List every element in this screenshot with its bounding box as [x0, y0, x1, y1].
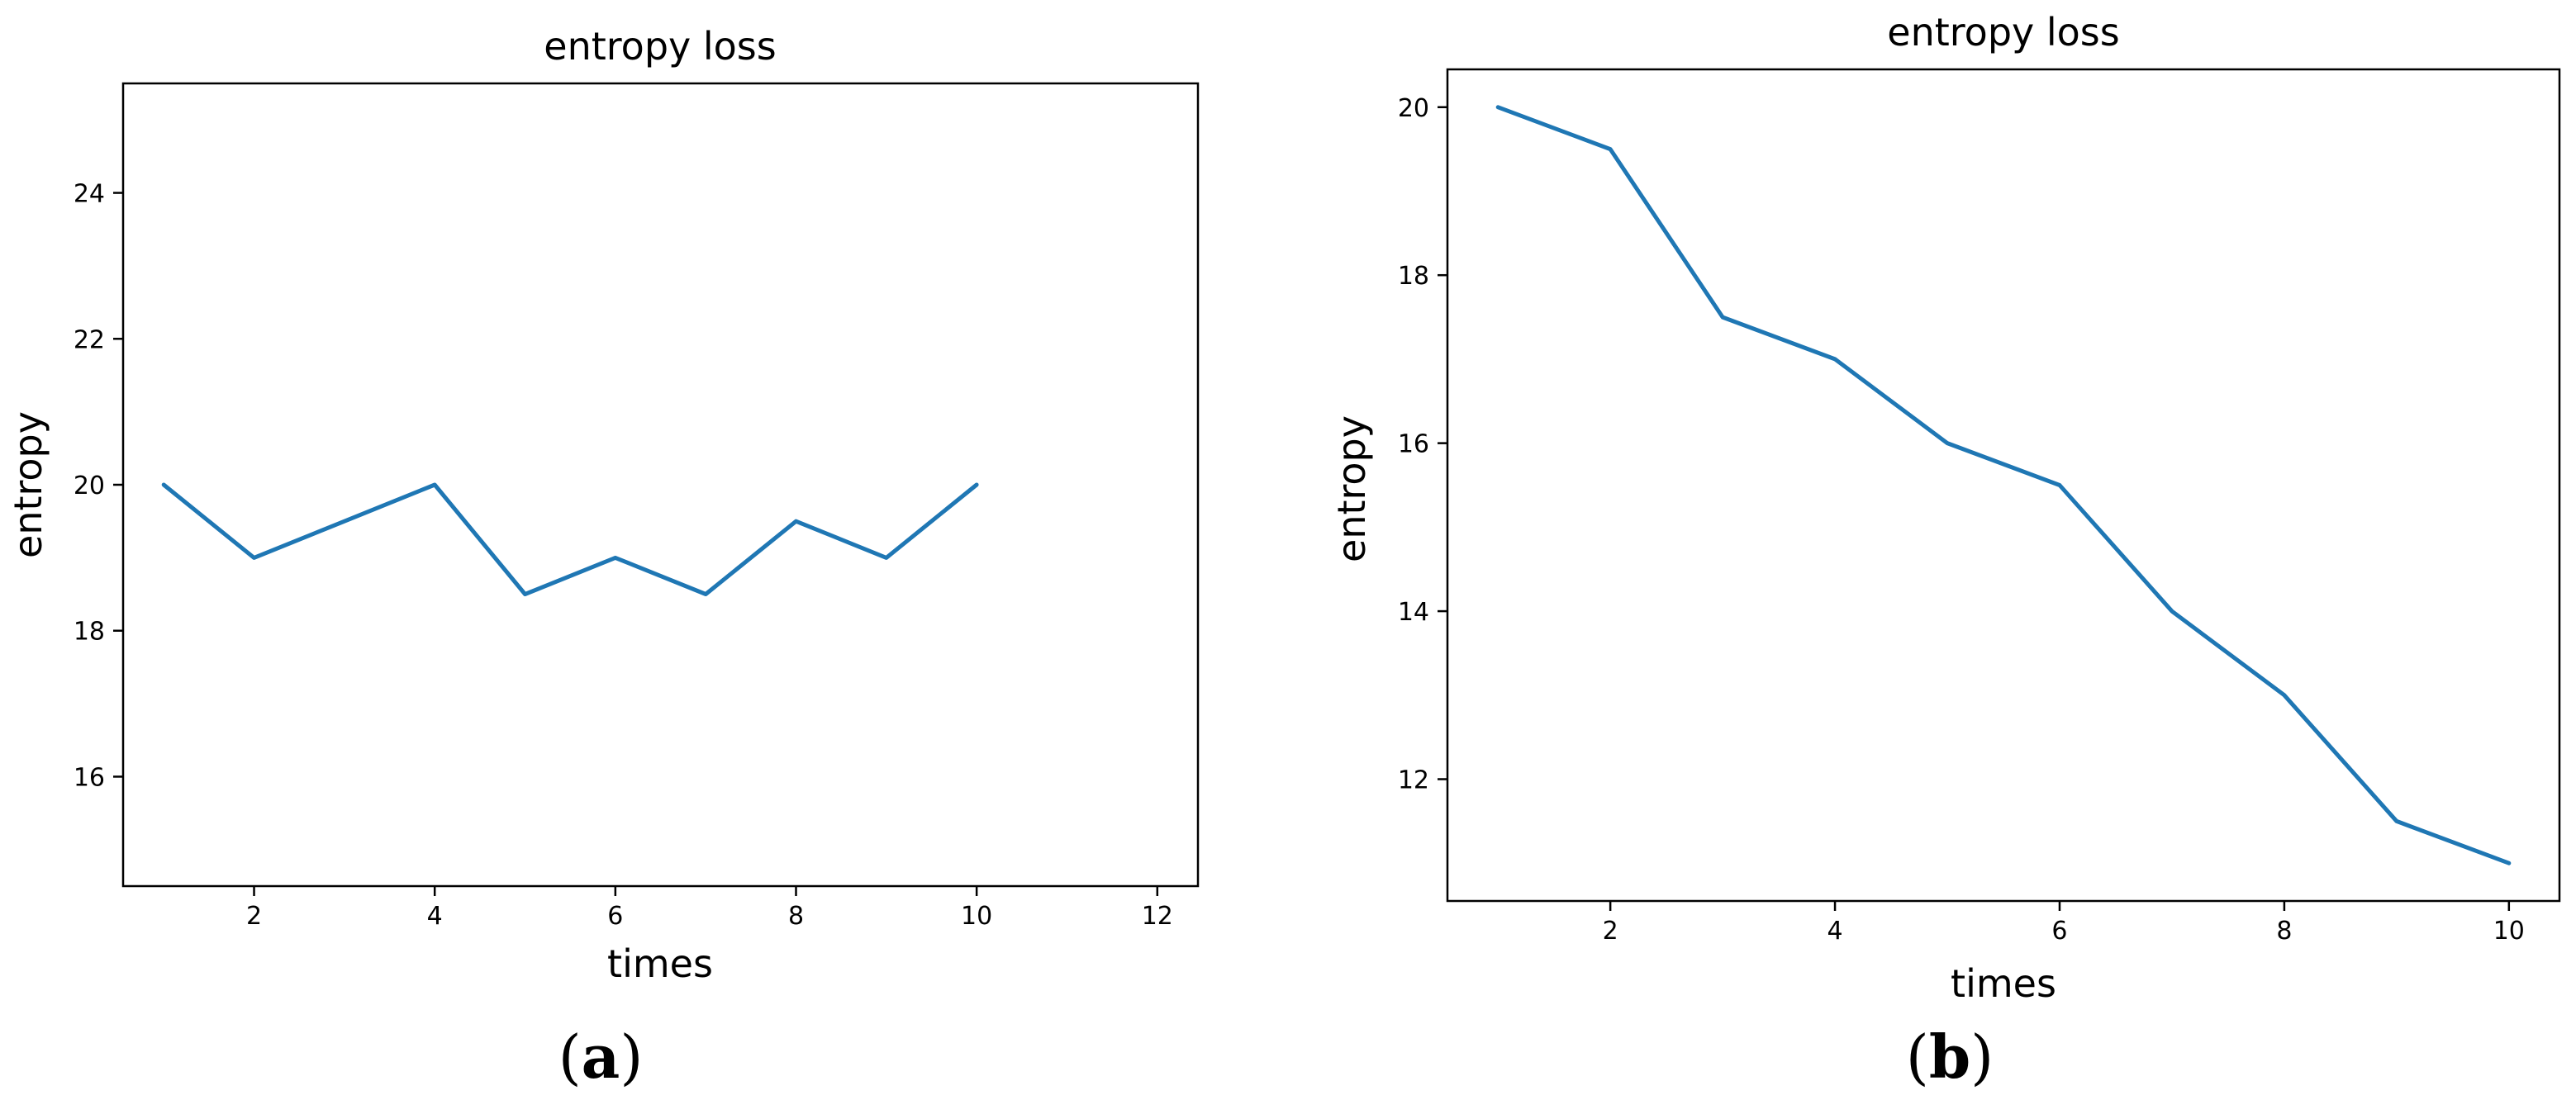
y-tick-label: 12 — [1398, 766, 1429, 795]
y-tick-label: 20 — [74, 472, 105, 500]
chart-panel-b: entropy loss 12 14 16 18 20 2 4 6 8 10 times ent… — [1329, 10, 2561, 1092]
y-tick-label: 16 — [74, 763, 105, 792]
y-tick-label: 18 — [74, 618, 105, 647]
y-axis-label-b: entropy — [1329, 415, 1374, 562]
y-tick-labels-a: 16 18 20 22 24 — [74, 180, 105, 793]
panel-letter-b: b — [1929, 1022, 1970, 1092]
x-tick-label: 6 — [607, 902, 623, 931]
y-axis-label-a: entropy — [6, 411, 50, 558]
panel-label-b: (b) — [1906, 1022, 1994, 1092]
y-tick-label: 20 — [1398, 94, 1429, 123]
panel-label-a: (a) — [558, 1022, 644, 1092]
y-tick-label: 18 — [1398, 262, 1429, 291]
x-tick-marks-b — [1609, 901, 2511, 911]
x-axis-label-b: times — [1951, 961, 2056, 1006]
y-tick-marks-b — [1438, 106, 1447, 780]
x-tick-label: 8 — [788, 902, 804, 931]
x-tick-label: 4 — [1827, 917, 1843, 946]
x-tick-label: 10 — [961, 902, 992, 931]
y-tick-marks-a — [113, 192, 123, 778]
x-tick-label: 8 — [2276, 917, 2292, 946]
plot-frame-b — [1446, 68, 2561, 903]
y-tick-label: 22 — [74, 325, 105, 354]
panel-letter-a: a — [582, 1022, 620, 1092]
x-tick-marks-a — [253, 886, 1159, 896]
chart-title-a: entropy loss — [544, 24, 776, 69]
x-tick-label: 6 — [2051, 917, 2067, 946]
x-tick-label: 2 — [1603, 917, 1618, 946]
y-tick-label: 14 — [1398, 598, 1429, 627]
x-axis-label-a: times — [607, 941, 713, 986]
y-tick-labels-b: 12 14 16 18 20 — [1398, 94, 1429, 795]
x-tick-labels-b: 2 4 6 8 10 — [1603, 917, 2525, 946]
chart-title-b: entropy loss — [1887, 10, 2119, 55]
plot-frame-a — [121, 82, 1200, 888]
x-tick-labels-a: 2 4 6 8 10 12 — [246, 902, 1173, 931]
x-tick-label: 12 — [1142, 902, 1173, 931]
y-tick-label: 16 — [1398, 430, 1429, 459]
y-tick-label: 24 — [74, 180, 105, 209]
x-tick-label: 2 — [246, 902, 262, 931]
series-line-b — [1495, 105, 2512, 865]
x-tick-label: 4 — [427, 902, 443, 931]
x-tick-label: 10 — [2493, 917, 2525, 946]
series-line-a — [161, 482, 979, 596]
